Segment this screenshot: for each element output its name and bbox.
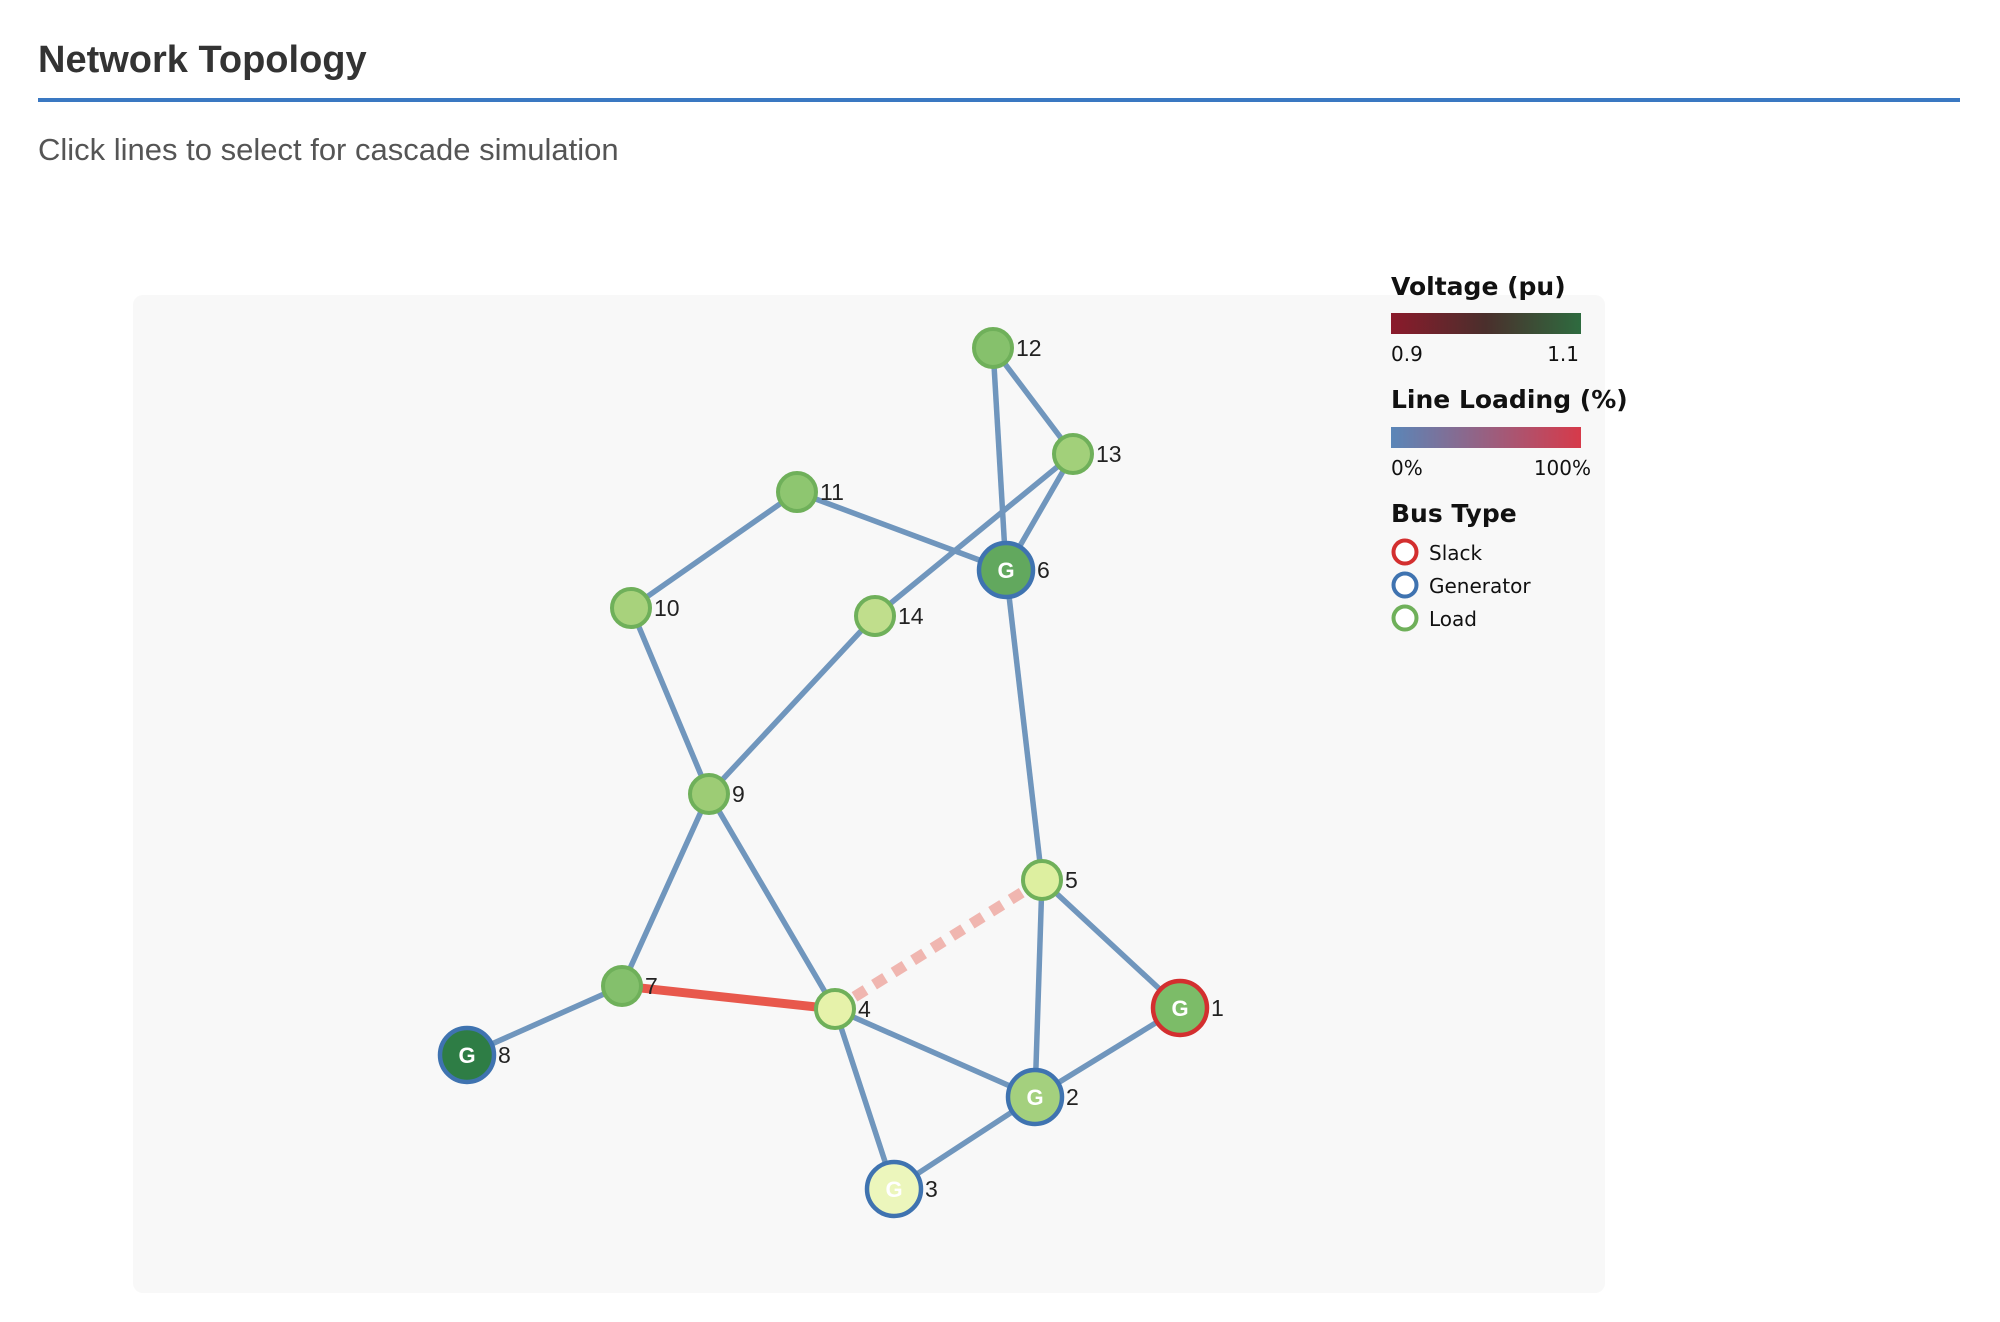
bus-5[interactable]: 5	[1021, 859, 1078, 901]
bus-7-label: 7	[645, 973, 658, 999]
bus-type-legend-label: Load	[1429, 607, 1477, 631]
bus-1-label: 1	[1211, 995, 1224, 1021]
bus-6-node[interactable]	[976, 540, 1036, 600]
bus-11-node[interactable]	[776, 471, 818, 513]
page-title: Network Topology	[38, 39, 367, 81]
bus-type-legend-label: Generator	[1429, 574, 1531, 598]
line-9-10[interactable]	[628, 606, 712, 796]
generator-icon: G	[1171, 996, 1188, 1021]
voltage-min-label: 0.9	[1391, 342, 1423, 366]
voltage-legend-title: Voltage (pu)	[1391, 272, 1566, 301]
bus-10-node[interactable]	[610, 587, 652, 629]
line-2-5[interactable]	[1032, 879, 1045, 1098]
line-12-13[interactable]	[990, 346, 1076, 456]
generator-icon: G	[997, 558, 1014, 583]
line-9-14[interactable]	[706, 614, 878, 796]
line-2-4[interactable]	[833, 1006, 1037, 1100]
bus-13-label: 13	[1096, 441, 1122, 467]
bus-2-node[interactable]	[1005, 1067, 1065, 1127]
bus-14[interactable]: 14	[854, 595, 924, 637]
legend: Voltage (pu) 0.9 1.1 Line Loading (%) 0%…	[1391, 272, 1628, 632]
bus-3-node[interactable]	[864, 1159, 924, 1219]
bus-14-label: 14	[898, 603, 924, 629]
header: Network Topology	[38, 36, 1960, 102]
bus-11-label: 11	[820, 479, 844, 505]
bus-type-legend-item: Load	[1391, 604, 1477, 632]
bus-8-node[interactable]	[437, 1025, 497, 1085]
bus-5-label: 5	[1065, 867, 1078, 893]
loading-max-label: 100%	[1534, 456, 1591, 480]
line-5-6[interactable]	[1003, 569, 1045, 881]
line-3-4[interactable]	[832, 1008, 897, 1190]
bus-14-node[interactable]	[854, 595, 896, 637]
line-10-11[interactable]	[629, 489, 799, 611]
bus-type-legend-item: Generator	[1391, 571, 1531, 599]
generator-icon: G	[458, 1043, 475, 1068]
bus-6-label: 6	[1037, 557, 1050, 583]
loading-min-label: 0%	[1391, 456, 1423, 480]
loading-legend-title: Line Loading (%)	[1391, 385, 1628, 414]
bus-type-legend-item: Slack	[1391, 538, 1483, 566]
bus-1-node[interactable]	[1150, 978, 1210, 1038]
bus-12-label: 12	[1016, 335, 1042, 361]
slack-swatch-icon	[1391, 538, 1419, 566]
bus-7-node[interactable]	[601, 965, 643, 1007]
page-subtitle: Click lines to select for cascade simula…	[38, 132, 619, 167]
lines-layer	[465, 346, 1182, 1192]
bus-2-label: 2	[1066, 1084, 1079, 1110]
bus-9-label: 9	[732, 781, 745, 807]
generator-swatch-icon	[1391, 571, 1419, 599]
bus-12-node[interactable]	[972, 327, 1014, 369]
bus-9-node[interactable]	[688, 773, 730, 815]
generator-icon: G	[885, 1177, 902, 1202]
line-13-14[interactable]	[873, 451, 1075, 619]
bus-11[interactable]: 11	[776, 471, 844, 513]
bus-10[interactable]: 10	[610, 587, 680, 629]
bus-8-label: 8	[498, 1042, 511, 1068]
bus-type-legend-title: Bus Type	[1391, 499, 1517, 528]
bus-10-label: 10	[654, 595, 680, 621]
bus-4-node[interactable]	[814, 988, 856, 1030]
bus-13[interactable]: 13	[1052, 433, 1122, 475]
bus-4[interactable]: 4	[814, 988, 871, 1030]
line-6-12[interactable]	[990, 347, 1009, 571]
load-swatch-icon	[1391, 604, 1419, 632]
loading-colorbar	[1391, 427, 1581, 448]
voltage-colorbar	[1391, 313, 1581, 334]
topology-panel	[133, 295, 1605, 1293]
line-4-7[interactable]	[621, 981, 836, 1014]
line-1-5[interactable]	[1040, 877, 1182, 1011]
bus-4-label: 4	[858, 996, 871, 1022]
title-divider	[38, 98, 1960, 102]
line-4-5[interactable]	[832, 875, 1045, 1014]
bus-type-legend-label: Slack	[1429, 541, 1483, 565]
generator-icon: G	[1026, 1085, 1043, 1110]
line-7-9[interactable]	[619, 792, 712, 988]
bus-3-label: 3	[925, 1176, 938, 1202]
bus-7[interactable]: 7	[601, 965, 658, 1007]
bus-5-node[interactable]	[1021, 859, 1063, 901]
voltage-max-label: 1.1	[1547, 342, 1579, 366]
bus-13-node[interactable]	[1052, 433, 1094, 475]
bus-type-legend: Slack Generator Load	[1391, 538, 1531, 632]
line-4-9[interactable]	[706, 792, 838, 1011]
line-6-11[interactable]	[796, 489, 1007, 573]
bus-9[interactable]: 9	[688, 773, 745, 815]
bus-12[interactable]: 12	[972, 327, 1042, 369]
